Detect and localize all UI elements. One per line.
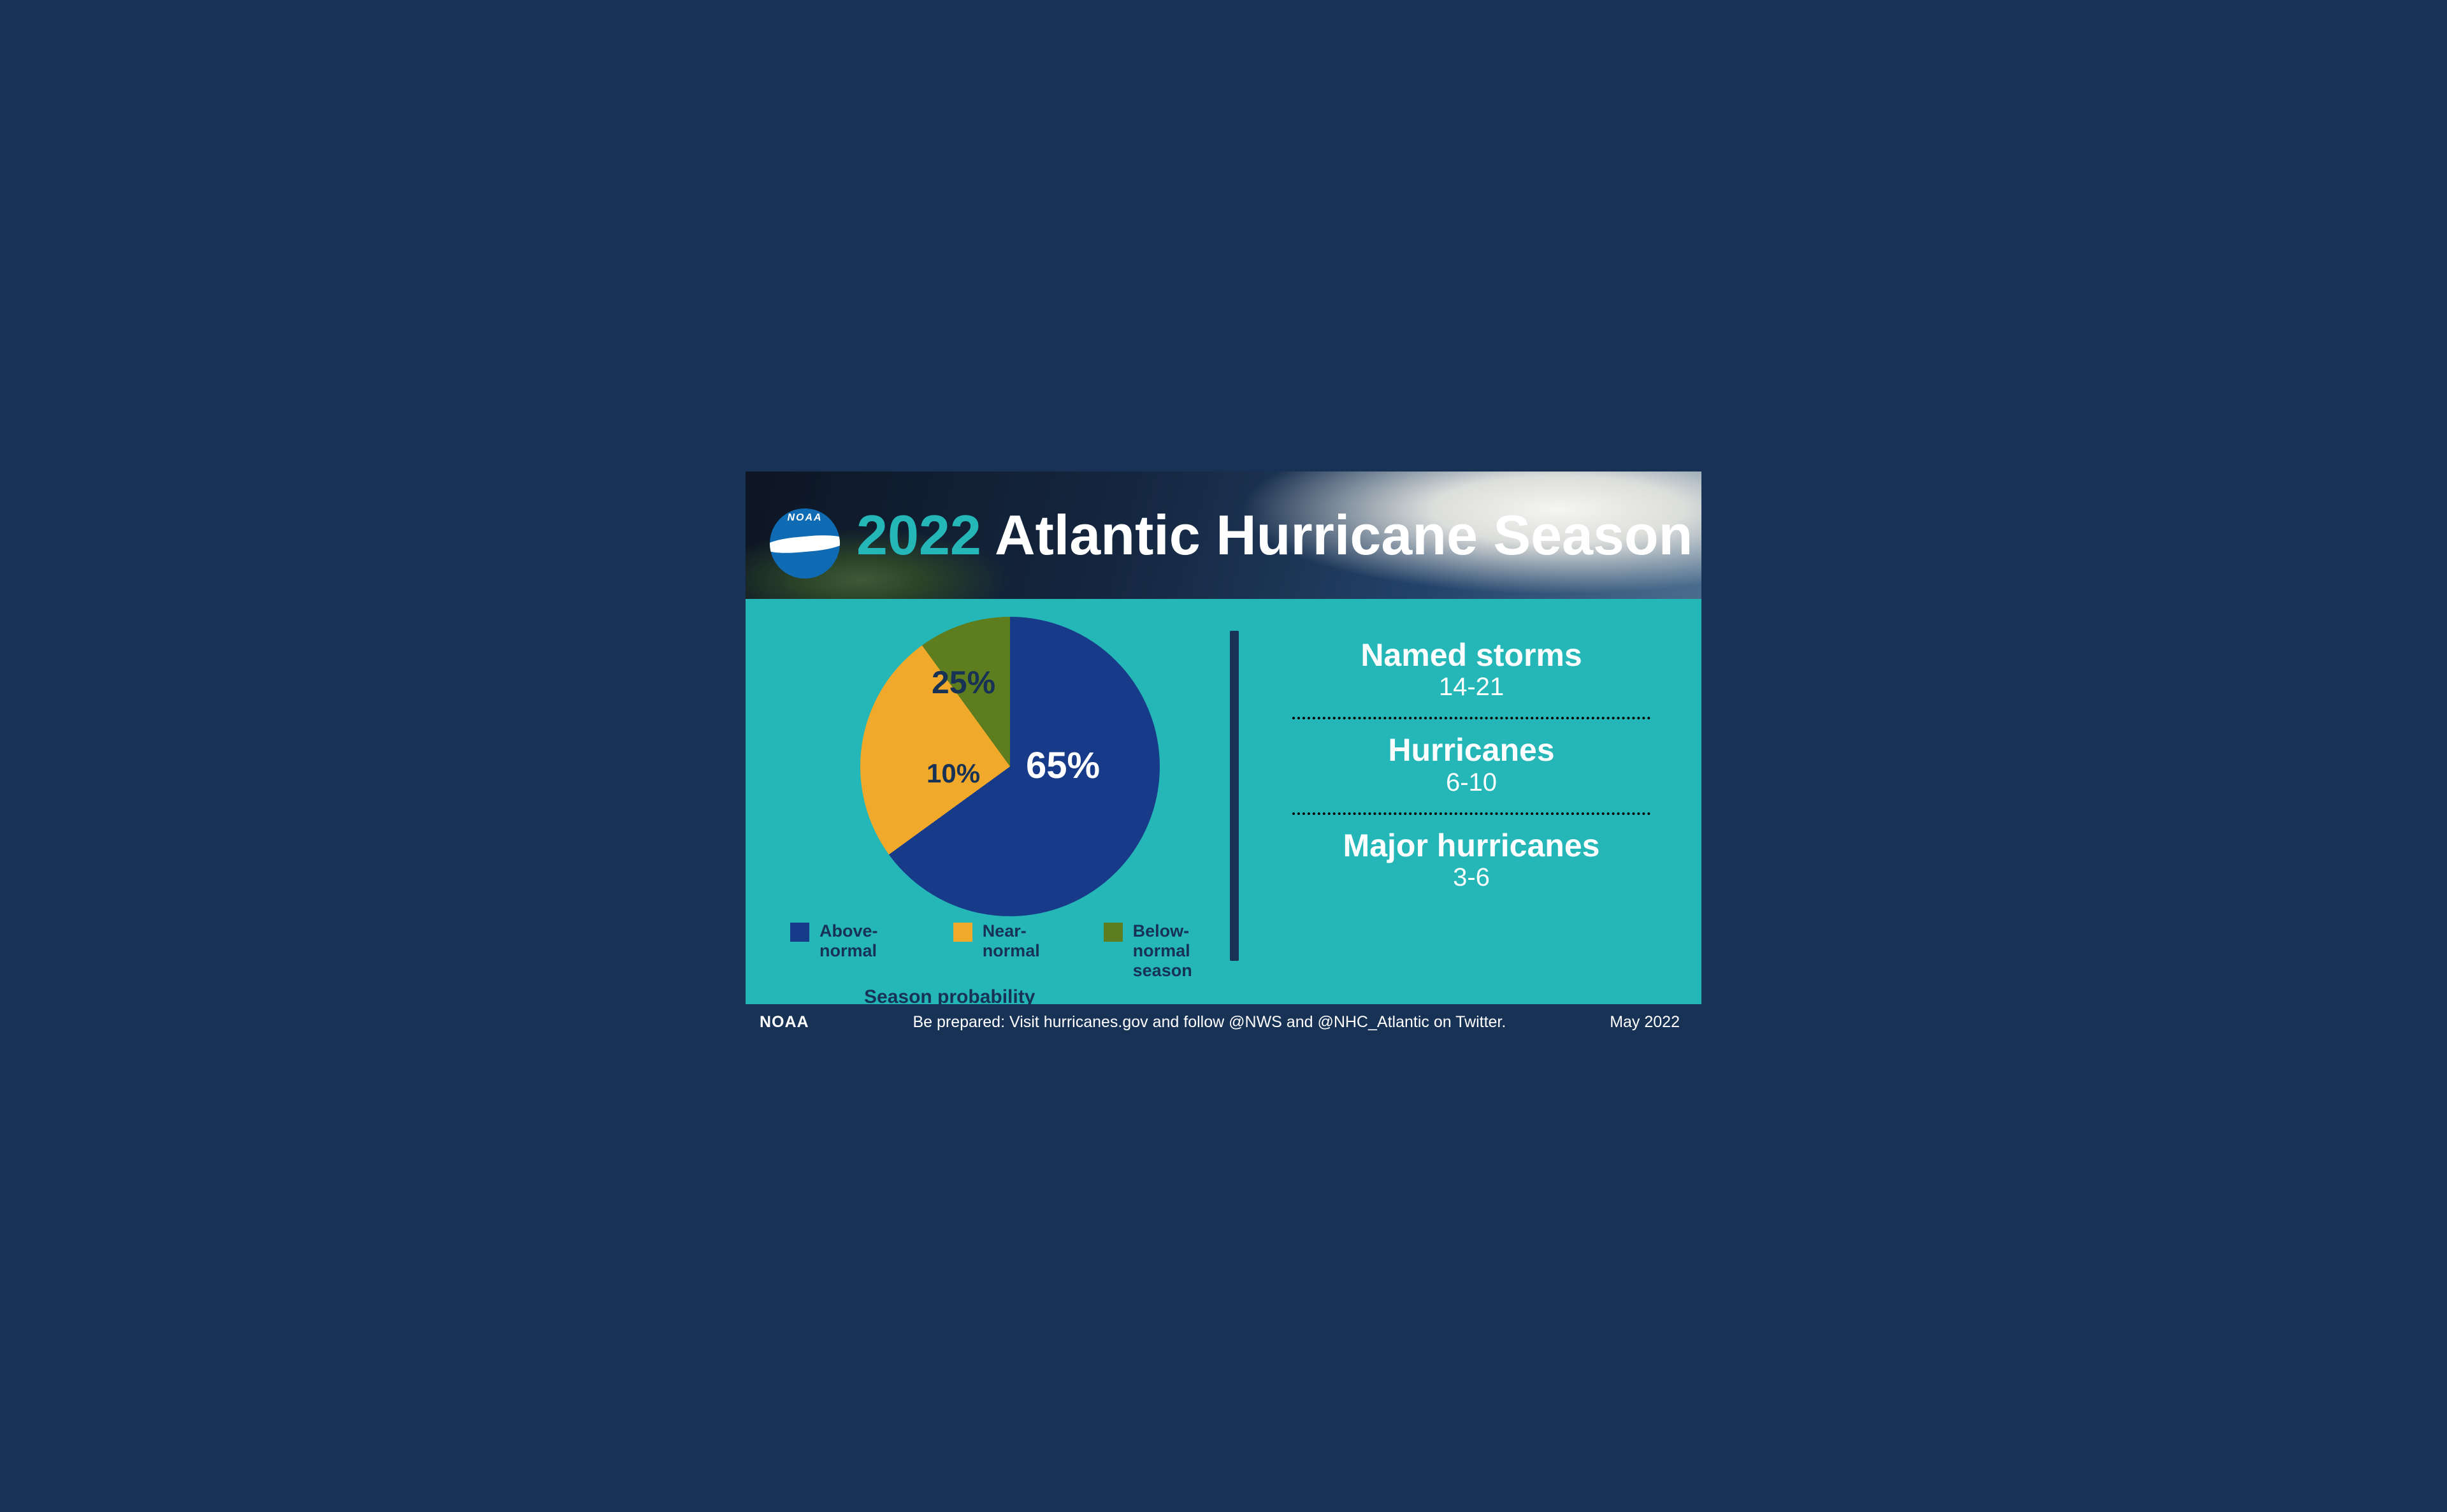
stat-title: Hurricanes [1280, 733, 1663, 767]
stat-separator [1292, 717, 1650, 719]
legend-label: Below-normal season [1133, 921, 1230, 981]
stat-value: 14-21 [1280, 673, 1663, 702]
stat-major-hurricanes: Major hurricanes 3-6 [1280, 829, 1663, 893]
pie-slices [860, 617, 1160, 916]
stat-hurricanes: Hurricanes 6-10 [1280, 733, 1663, 797]
footer-bar: NOAA Be prepared: Visit hurricanes.gov a… [746, 1004, 1701, 1041]
pie-chart: 65% 25% 10% [860, 617, 1160, 916]
stat-title: Major hurricanes [1280, 829, 1663, 863]
header-banner: NOAA 2022 Atlantic Hurricane Season Outl… [746, 472, 1701, 599]
chart-panel: 65% 25% 10% Above-normal Near-normal Bel… [790, 617, 1230, 989]
footer-brand: NOAA [760, 1013, 809, 1032]
pie-label-above-normal: 65% [1026, 744, 1100, 787]
footer-message: Be prepared: Visit hurricanes.gov and fo… [913, 1013, 1506, 1032]
legend-label: Above-normal [819, 921, 918, 961]
title-rest: Atlantic Hurricane Season Outlook [981, 503, 1701, 566]
legend-swatch [1104, 923, 1123, 942]
legend-swatch [953, 923, 972, 942]
vertical-divider [1230, 631, 1239, 961]
pie-legend: Above-normal Near-normal Below-normal se… [790, 921, 1230, 981]
legend-item-below-normal: Below-normal season [1104, 921, 1230, 981]
stat-named-storms: Named storms 14-21 [1280, 638, 1663, 702]
noaa-logo-bird-icon [770, 533, 840, 555]
infographic-card: NOAA 2022 Atlantic Hurricane Season Outl… [746, 472, 1701, 1041]
legend-item-above-normal: Above-normal [790, 921, 918, 961]
legend-swatch [790, 923, 809, 942]
noaa-logo: NOAA [770, 508, 840, 579]
body-panel: 65% 25% 10% Above-normal Near-normal Bel… [746, 599, 1701, 1004]
noaa-logo-text: NOAA [770, 512, 840, 524]
stat-value: 6-10 [1280, 768, 1663, 797]
stats-panel: Named storms 14-21 Hurricanes 6-10 Major… [1239, 617, 1663, 989]
title-year: 2022 [856, 503, 981, 566]
footer-date: May 2022 [1610, 1013, 1680, 1032]
pie-label-near-normal: 25% [932, 664, 995, 701]
legend-item-near-normal: Near-normal [953, 921, 1068, 961]
stat-separator [1292, 812, 1650, 815]
page-title: 2022 Atlantic Hurricane Season Outlook [856, 507, 1689, 563]
stat-value: 3-6 [1280, 863, 1663, 892]
chart-caption: Season probability [864, 986, 1035, 1008]
pie-label-below-normal: 10% [927, 758, 980, 789]
stat-title: Named storms [1280, 638, 1663, 672]
legend-label: Near-normal [983, 921, 1068, 961]
